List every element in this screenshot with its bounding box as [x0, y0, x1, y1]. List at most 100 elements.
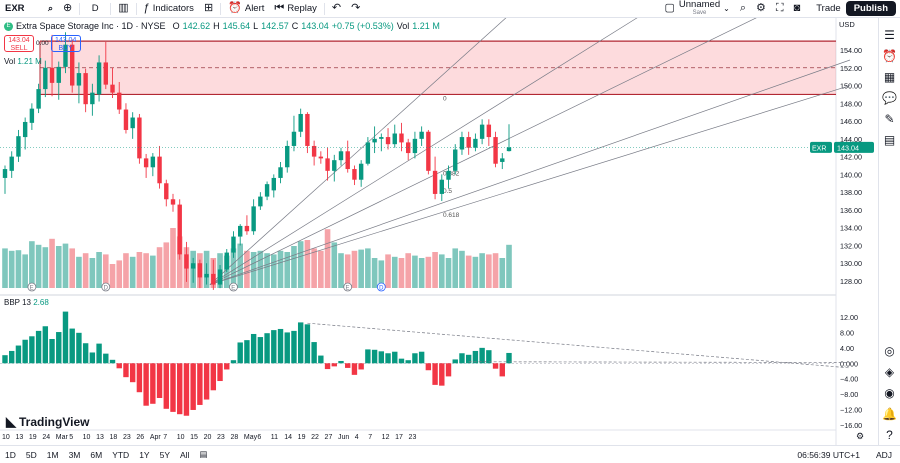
legend-title: Extra Space Storage Inc · 1D · NYSE [16, 21, 166, 31]
symbol-search[interactable]: EXR ⌕ [0, 0, 58, 18]
bbp-bar [492, 363, 499, 369]
legend-close: 143.04 [301, 21, 329, 31]
bbp-bar [136, 363, 143, 393]
price-tick-label: 140.00 [840, 170, 862, 179]
bbp-bar [412, 353, 418, 364]
time-tick-label: 18 [110, 434, 118, 441]
currency-label: USD [839, 20, 855, 29]
candle-body [291, 131, 297, 146]
chart-type-button[interactable]: ▥ [113, 0, 133, 18]
volume-bar [136, 252, 143, 288]
range-button-5d[interactable]: 5D [25, 449, 37, 460]
candle-body [217, 269, 223, 285]
range-button-1m[interactable]: 1M [46, 449, 59, 460]
bbp-legend-label: BBP 13 [4, 298, 31, 307]
trade-button[interactable]: Trade [811, 0, 845, 18]
candle-body [311, 145, 317, 157]
watchlist-button[interactable]: ☰ [880, 24, 900, 45]
candle-body [49, 67, 55, 83]
bbp-bar [15, 345, 22, 364]
undo-button[interactable]: ↶ [327, 0, 346, 18]
candle-body [150, 156, 156, 168]
compare-button[interactable]: ⊕ [58, 0, 77, 18]
candle-body [231, 236, 236, 253]
redo-button[interactable]: ↷ [346, 0, 365, 18]
candle-body [16, 136, 21, 157]
range-button-all[interactable]: All [180, 449, 190, 460]
volume-bar [8, 250, 15, 288]
layout-icon: ▢ [664, 2, 675, 14]
alarm-clock-icon: ⏰ [882, 48, 897, 63]
time-tick-label: 23 [409, 434, 417, 441]
range-button-1y[interactable]: 1Y [139, 449, 150, 460]
range-button-3m[interactable]: 3M [68, 449, 81, 460]
help-button[interactable]: ? [880, 424, 900, 445]
time-tick-label: 23 [123, 434, 131, 441]
legend-volume: 1.21 M [412, 21, 440, 31]
templates-button[interactable]: ⊞ [199, 0, 218, 18]
chat-button[interactable]: 💬 [880, 87, 900, 108]
candle-body [177, 204, 182, 255]
candle-body [197, 263, 203, 278]
fullscreen-button[interactable]: ⛶ [771, 0, 789, 18]
bbp-bar [284, 332, 290, 364]
time-tick-label: 26 [136, 434, 144, 441]
data-window-button[interactable]: ▦ [880, 66, 900, 87]
adjust-toggle[interactable]: ADJ [875, 450, 892, 460]
grid-icon: ▦ [883, 69, 896, 84]
volume-bar [143, 253, 149, 288]
bbp-bar [465, 354, 472, 364]
interval-button[interactable]: D [82, 0, 108, 18]
price-tick-label: 134.00 [840, 224, 862, 233]
trade-label: Trade [816, 3, 841, 14]
calendar-button[interactable]: ▤ [880, 129, 900, 150]
bbp-bar [49, 338, 55, 364]
bbp-bar [197, 363, 203, 405]
layout-save-status: Save [692, 9, 707, 16]
volume-legend[interactable]: Vol 1.21 M [4, 57, 42, 66]
legend-l-label: L [253, 21, 259, 31]
bbp-bar [264, 333, 270, 364]
replay-button[interactable]: ⏮ Replay [269, 0, 321, 18]
pine-button[interactable]: ◉ [880, 382, 900, 403]
candle-body [22, 121, 28, 138]
range-button-ytd[interactable]: YTD [112, 449, 130, 460]
clock[interactable]: 06:56:39 UTC+1 [797, 450, 860, 460]
dom-button[interactable]: ◈ [880, 361, 900, 382]
candle-body [130, 117, 135, 129]
snapshot-button[interactable]: ◙ [789, 0, 806, 18]
bbp-bar [42, 326, 49, 364]
settings-button[interactable]: ⚙ [751, 0, 771, 18]
candle-body [184, 254, 189, 269]
volume-bar [244, 250, 250, 288]
publish-button[interactable]: Publish [845, 1, 896, 16]
volume-bar [170, 228, 176, 288]
candle-body [211, 273, 216, 285]
volume-bar [459, 250, 465, 288]
bbp-legend[interactable]: BBP 13 2.68 [4, 298, 49, 307]
alerts-button[interactable]: ⏰ [880, 45, 900, 66]
buy-button[interactable]: 143.04 BUY [50, 35, 81, 52]
symbol-price-label: EXR [812, 145, 826, 152]
calendar-icon: ▤ [883, 132, 896, 147]
chart-area[interactable]: USD154.00152.00150.00148.00146.00144.001… [0, 18, 878, 445]
divider [110, 2, 112, 15]
quick-search-button[interactable]: ⌕ [735, 0, 751, 18]
target-button[interactable]: ◎ [880, 340, 900, 361]
bbp-tick-label: 4.00 [840, 344, 854, 353]
volume-bar [89, 258, 96, 288]
candle-body [117, 92, 122, 110]
date-range-button[interactable]: ▤ [194, 449, 212, 460]
indicators-button[interactable]: ƒ Indicators [139, 0, 199, 18]
bbp-bar [183, 363, 190, 416]
range-button-6m[interactable]: 6M [90, 449, 103, 460]
alert-button[interactable]: ⏰ Alert [223, 0, 269, 18]
range-button-1d[interactable]: 1D [5, 449, 16, 460]
layout-menu[interactable]: ▢ Unnamed Save ⌄ [660, 0, 735, 18]
range-button-5y[interactable]: 5Y [159, 449, 170, 460]
volume-bar [418, 258, 425, 288]
sell-button[interactable]: 143.04 SELL [4, 35, 34, 52]
candle-body [406, 142, 411, 154]
ideas-button[interactable]: ✎ [880, 108, 900, 129]
notifications-button[interactable]: 🔔 [880, 403, 900, 424]
